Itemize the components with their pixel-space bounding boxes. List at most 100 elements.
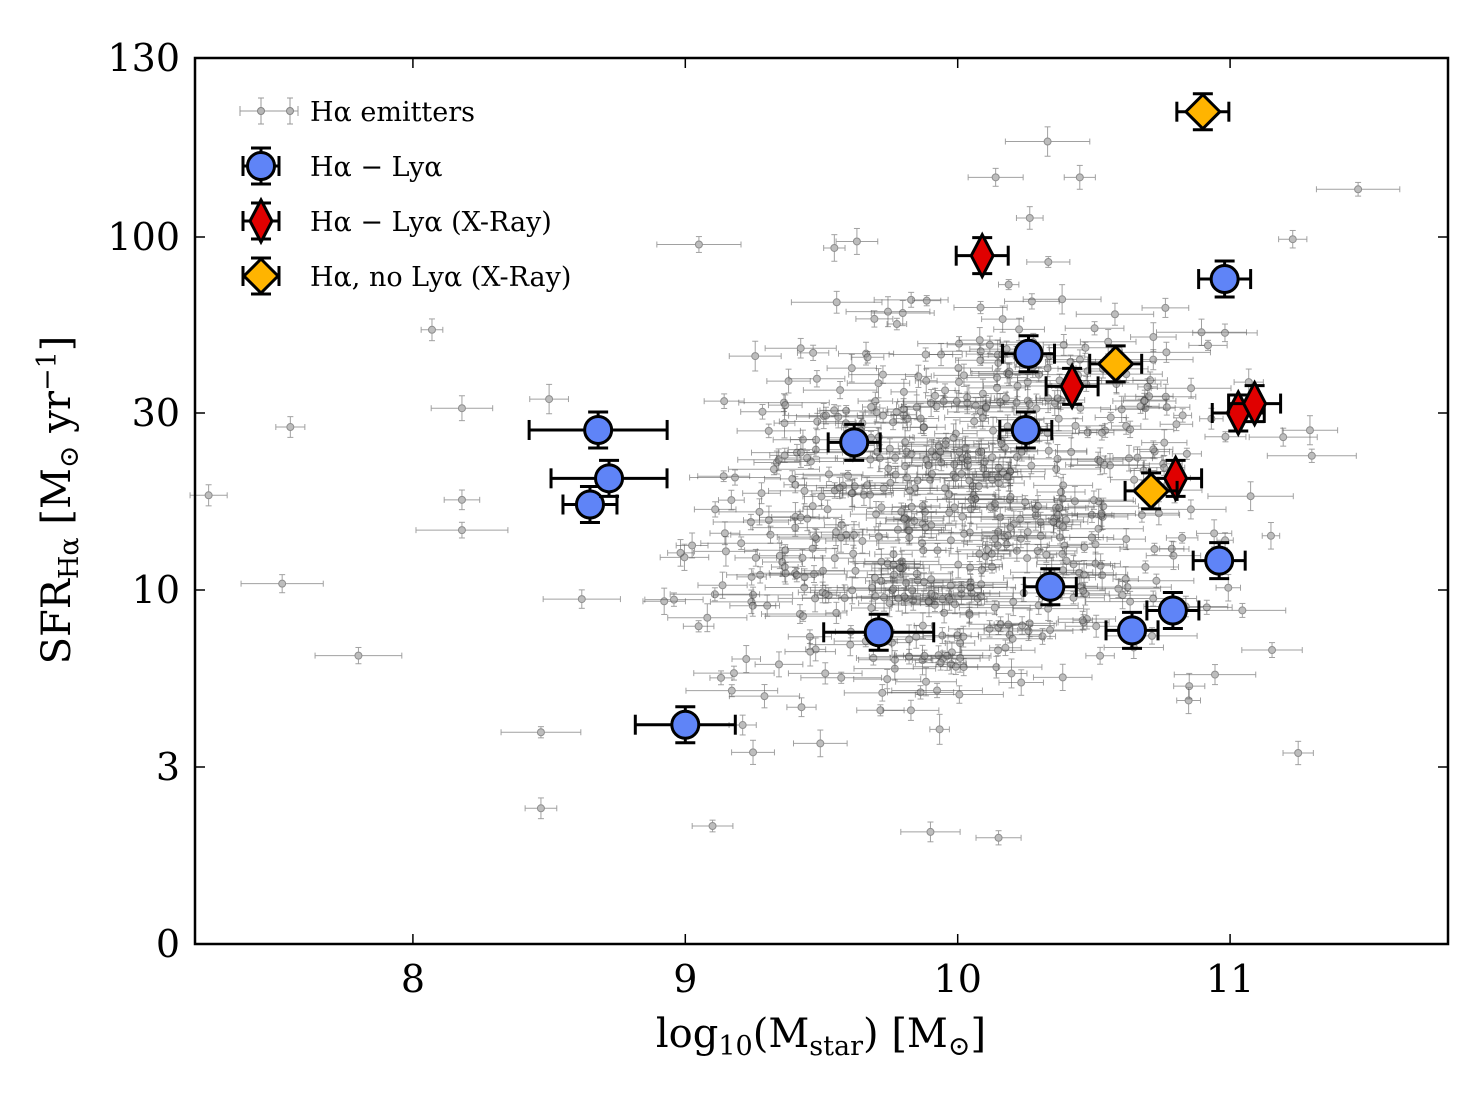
emitter-point	[443, 489, 481, 511]
plot-frame	[193, 56, 1450, 946]
emitter-point	[967, 167, 1024, 187]
legend-marker-ha-lya-xray-shape	[248, 196, 274, 246]
emitter-point	[928, 342, 954, 367]
ha-lya-xray-point-marker	[1059, 362, 1085, 411]
emitter-point	[1064, 321, 1125, 336]
emitter-point	[718, 498, 801, 526]
ha-lya-point-marker	[583, 414, 614, 445]
legend-marker-ha-nolya-xray-shape	[241, 256, 281, 296]
emitter-point	[900, 821, 961, 843]
emitter-point	[933, 363, 995, 387]
emitter-point	[728, 340, 782, 372]
emitter-point	[1088, 581, 1157, 610]
legend-label-ha-nolya-xray: Hα, no Lyα (X-Ray)	[310, 262, 571, 293]
emitter-point	[918, 531, 984, 549]
emitter-point	[275, 416, 306, 438]
emitter-point	[835, 227, 879, 255]
emitter-point	[314, 646, 403, 665]
emitter-point	[697, 571, 748, 599]
emitter-point	[870, 480, 950, 501]
emitter-point	[850, 351, 885, 364]
emitter-point	[1130, 322, 1177, 352]
emitter-point	[731, 645, 761, 674]
emitter-point	[887, 685, 955, 700]
ha-lya-xray-point	[1044, 362, 1100, 411]
emitter-point	[909, 423, 999, 453]
ha-nolya-xray-point	[1088, 344, 1144, 384]
emitter-point	[1118, 573, 1195, 588]
ha-lya-xray-point	[1227, 379, 1283, 428]
emitter-point	[1173, 672, 1206, 700]
emitter-point	[786, 697, 817, 718]
emitter-point	[893, 505, 915, 533]
emitter-point	[960, 644, 1036, 657]
emitter-point	[1155, 499, 1227, 520]
emitter-point	[815, 476, 864, 499]
emitter-point	[1150, 377, 1232, 399]
emitter-point	[667, 539, 694, 567]
emitter-point	[788, 370, 846, 388]
emitter-point	[1111, 560, 1179, 574]
emitter-point	[1278, 229, 1308, 249]
ha-lya-point-marker	[1204, 545, 1235, 576]
y-tick-label: 0	[156, 922, 180, 966]
emitter-point	[1173, 664, 1257, 686]
emitter-point	[792, 729, 848, 758]
emitter-point	[975, 830, 1022, 846]
emitter-point	[927, 390, 987, 413]
emitter-point	[697, 470, 751, 483]
emitter-point	[904, 520, 946, 535]
ha-lya-point-marker	[863, 617, 894, 648]
y-tick-label: 10	[132, 568, 180, 612]
emitter-point	[1106, 528, 1146, 551]
emitter-point	[825, 601, 848, 624]
emitter-point	[1060, 584, 1106, 597]
emitter-point	[764, 610, 842, 622]
emitter-point	[1165, 532, 1199, 544]
ha-lya-point-marker	[839, 427, 870, 458]
ha-lya-point	[1197, 259, 1253, 299]
x-axis-label: log10(Mstar) [M⊙]	[656, 1011, 986, 1062]
emitter-point	[700, 536, 783, 550]
emitter-point	[862, 399, 881, 415]
emitter-point	[731, 739, 775, 765]
emitter-point	[999, 398, 1060, 410]
emitter-point	[981, 305, 1025, 333]
emitter-point	[1063, 164, 1096, 190]
emitter-point	[500, 726, 582, 739]
emitter-point	[813, 584, 838, 604]
ha-lya-xray-point	[954, 231, 1010, 280]
emitter-point	[980, 624, 1045, 654]
emitter-point	[942, 395, 1030, 419]
emitter-point	[992, 495, 1059, 510]
emitter-point	[787, 662, 863, 685]
ha-lya-point	[561, 485, 619, 525]
emitter-point	[899, 440, 982, 463]
emitter-point	[802, 499, 853, 520]
emitter-point	[832, 521, 850, 553]
x-tick-label: 11	[1206, 957, 1254, 1001]
emitter-point	[1039, 560, 1129, 590]
emitter-point	[930, 643, 990, 673]
emitter-point	[788, 406, 864, 425]
emitter-point	[866, 565, 922, 584]
emitter-point	[886, 317, 908, 331]
emitter-point	[868, 648, 950, 665]
ha-lya-point-marker	[594, 463, 625, 494]
emitter-point	[1133, 440, 1174, 459]
emitter-point	[667, 603, 748, 633]
emitter-point	[1248, 427, 1318, 447]
ha-lya-point	[1104, 610, 1160, 650]
emitter-point	[989, 639, 1022, 657]
y-tick-label: 130	[107, 36, 180, 80]
emitter-point	[947, 625, 980, 648]
emitter-point	[1112, 566, 1139, 592]
emitter-point	[1281, 415, 1339, 446]
emitter-point	[1315, 181, 1401, 197]
emitter-point	[856, 407, 910, 424]
y-tick-label: 100	[107, 215, 180, 259]
emitter-point	[900, 543, 947, 558]
emitter-point	[969, 525, 1047, 546]
ha-lya-point-marker	[670, 709, 701, 740]
ha-lya-xray-point	[1148, 454, 1204, 503]
